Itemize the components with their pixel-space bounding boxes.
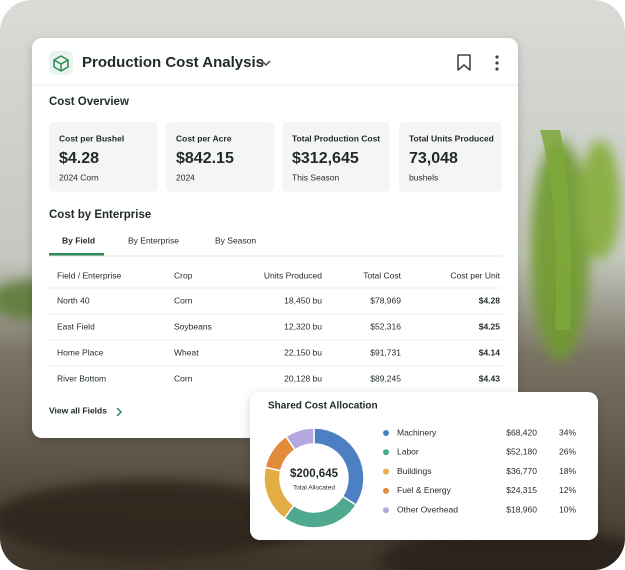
metric-note: 2024 Corn	[59, 172, 99, 182]
table-cell: $52,316	[370, 321, 401, 331]
table-cell: Soybeans	[174, 321, 212, 331]
tab[interactable]: By Enterprise	[128, 235, 179, 245]
legend-amount: $24,315	[506, 485, 537, 495]
metric-value: $312,645	[292, 150, 359, 167]
legend-swatch	[383, 468, 389, 475]
legend-amount: $36,770	[506, 466, 537, 476]
table-cell: Corn	[174, 373, 193, 383]
metric-card	[282, 122, 390, 192]
tab[interactable]: By Field	[62, 235, 95, 245]
table-cell: 18,450 bu	[284, 295, 322, 305]
table-cell: $89,245	[370, 373, 401, 383]
metric-note: bushels	[409, 172, 438, 182]
legend-swatch	[383, 430, 389, 436]
metric-card	[49, 122, 158, 192]
section-title: Cost Overview	[49, 96, 129, 108]
legend-label: Buildings	[397, 466, 432, 476]
legend-percent: 12%	[559, 485, 576, 495]
table-cell: River Bottom	[57, 373, 106, 383]
metric-label: Cost per Acre	[176, 133, 232, 143]
legend-swatch	[383, 449, 389, 456]
donut-total: $200,645	[290, 468, 339, 480]
table-cell: Wheat	[174, 347, 199, 357]
column-header: Units Produced	[264, 270, 322, 280]
table-cell: $4.43	[479, 373, 501, 383]
table-cell: 20,128 bu	[284, 373, 322, 383]
column-header: Cost per Unit	[450, 270, 500, 280]
legend-label: Labor	[397, 447, 419, 457]
table-cell: $91,731	[370, 347, 401, 357]
table-cell: 22,150 bu	[284, 347, 322, 357]
link-arrow[interactable]	[116, 407, 123, 417]
title-chevron[interactable]	[261, 60, 271, 67]
donut-total-label: Total Allocated	[293, 485, 335, 492]
legend-label: Other Overhead	[397, 504, 458, 514]
metric-label: Total Production Cost	[292, 133, 380, 143]
column-header: Total Cost	[363, 270, 401, 280]
table-cell: $4.25	[479, 321, 501, 331]
active-tab-indicator	[49, 253, 104, 256]
legend-percent: 10%	[559, 504, 576, 514]
metric-value: $842.15	[176, 150, 234, 167]
metric-card	[166, 122, 274, 192]
legend-percent: 18%	[559, 466, 576, 476]
metric-label: Total Units Produced	[409, 133, 494, 143]
header-icon	[49, 51, 73, 75]
legend-amount: $68,420	[506, 427, 537, 437]
column-header: Field / Enterprise	[57, 270, 122, 280]
metric-note: 2024	[176, 172, 195, 182]
table-cell: $4.28	[479, 295, 501, 305]
legend-label: Machinery	[397, 427, 437, 437]
card-title: Shared Cost Allocation	[268, 401, 378, 412]
table-cell: East Field	[57, 321, 95, 331]
metric-card	[399, 122, 502, 192]
table-cell: $4.14	[479, 347, 501, 357]
legend-amount: $52,180	[506, 447, 537, 457]
metric-value: $4.28	[59, 150, 99, 167]
more-button[interactable]	[495, 55, 499, 71]
table-cell: North 40	[57, 295, 90, 305]
view-all-link[interactable]: View all Fields	[49, 405, 107, 415]
table-cell: Home Place	[57, 347, 104, 357]
legend-swatch	[383, 487, 389, 494]
column-header: Crop	[174, 270, 193, 280]
metric-label: Cost per Bushel	[59, 133, 124, 143]
legend-percent: 34%	[559, 427, 576, 437]
table-cell: Corn	[174, 295, 193, 305]
legend-percent: 26%	[559, 447, 576, 457]
tab[interactable]: By Season	[215, 235, 256, 245]
legend-label: Fuel & Energy	[397, 485, 452, 495]
bookmark-button[interactable]	[457, 54, 471, 71]
table-cell: 12,320 bu	[284, 321, 322, 331]
page-title: Production Cost Analysis	[82, 54, 264, 71]
metric-note: This Season	[292, 172, 340, 182]
donut-segment	[284, 427, 315, 451]
section-title: Cost by Enterprise	[49, 209, 151, 221]
legend-amount: $18,960	[506, 504, 537, 514]
legend-swatch	[383, 507, 389, 514]
metric-value: 73,048	[409, 150, 458, 167]
table-cell: $78,969	[370, 295, 401, 305]
